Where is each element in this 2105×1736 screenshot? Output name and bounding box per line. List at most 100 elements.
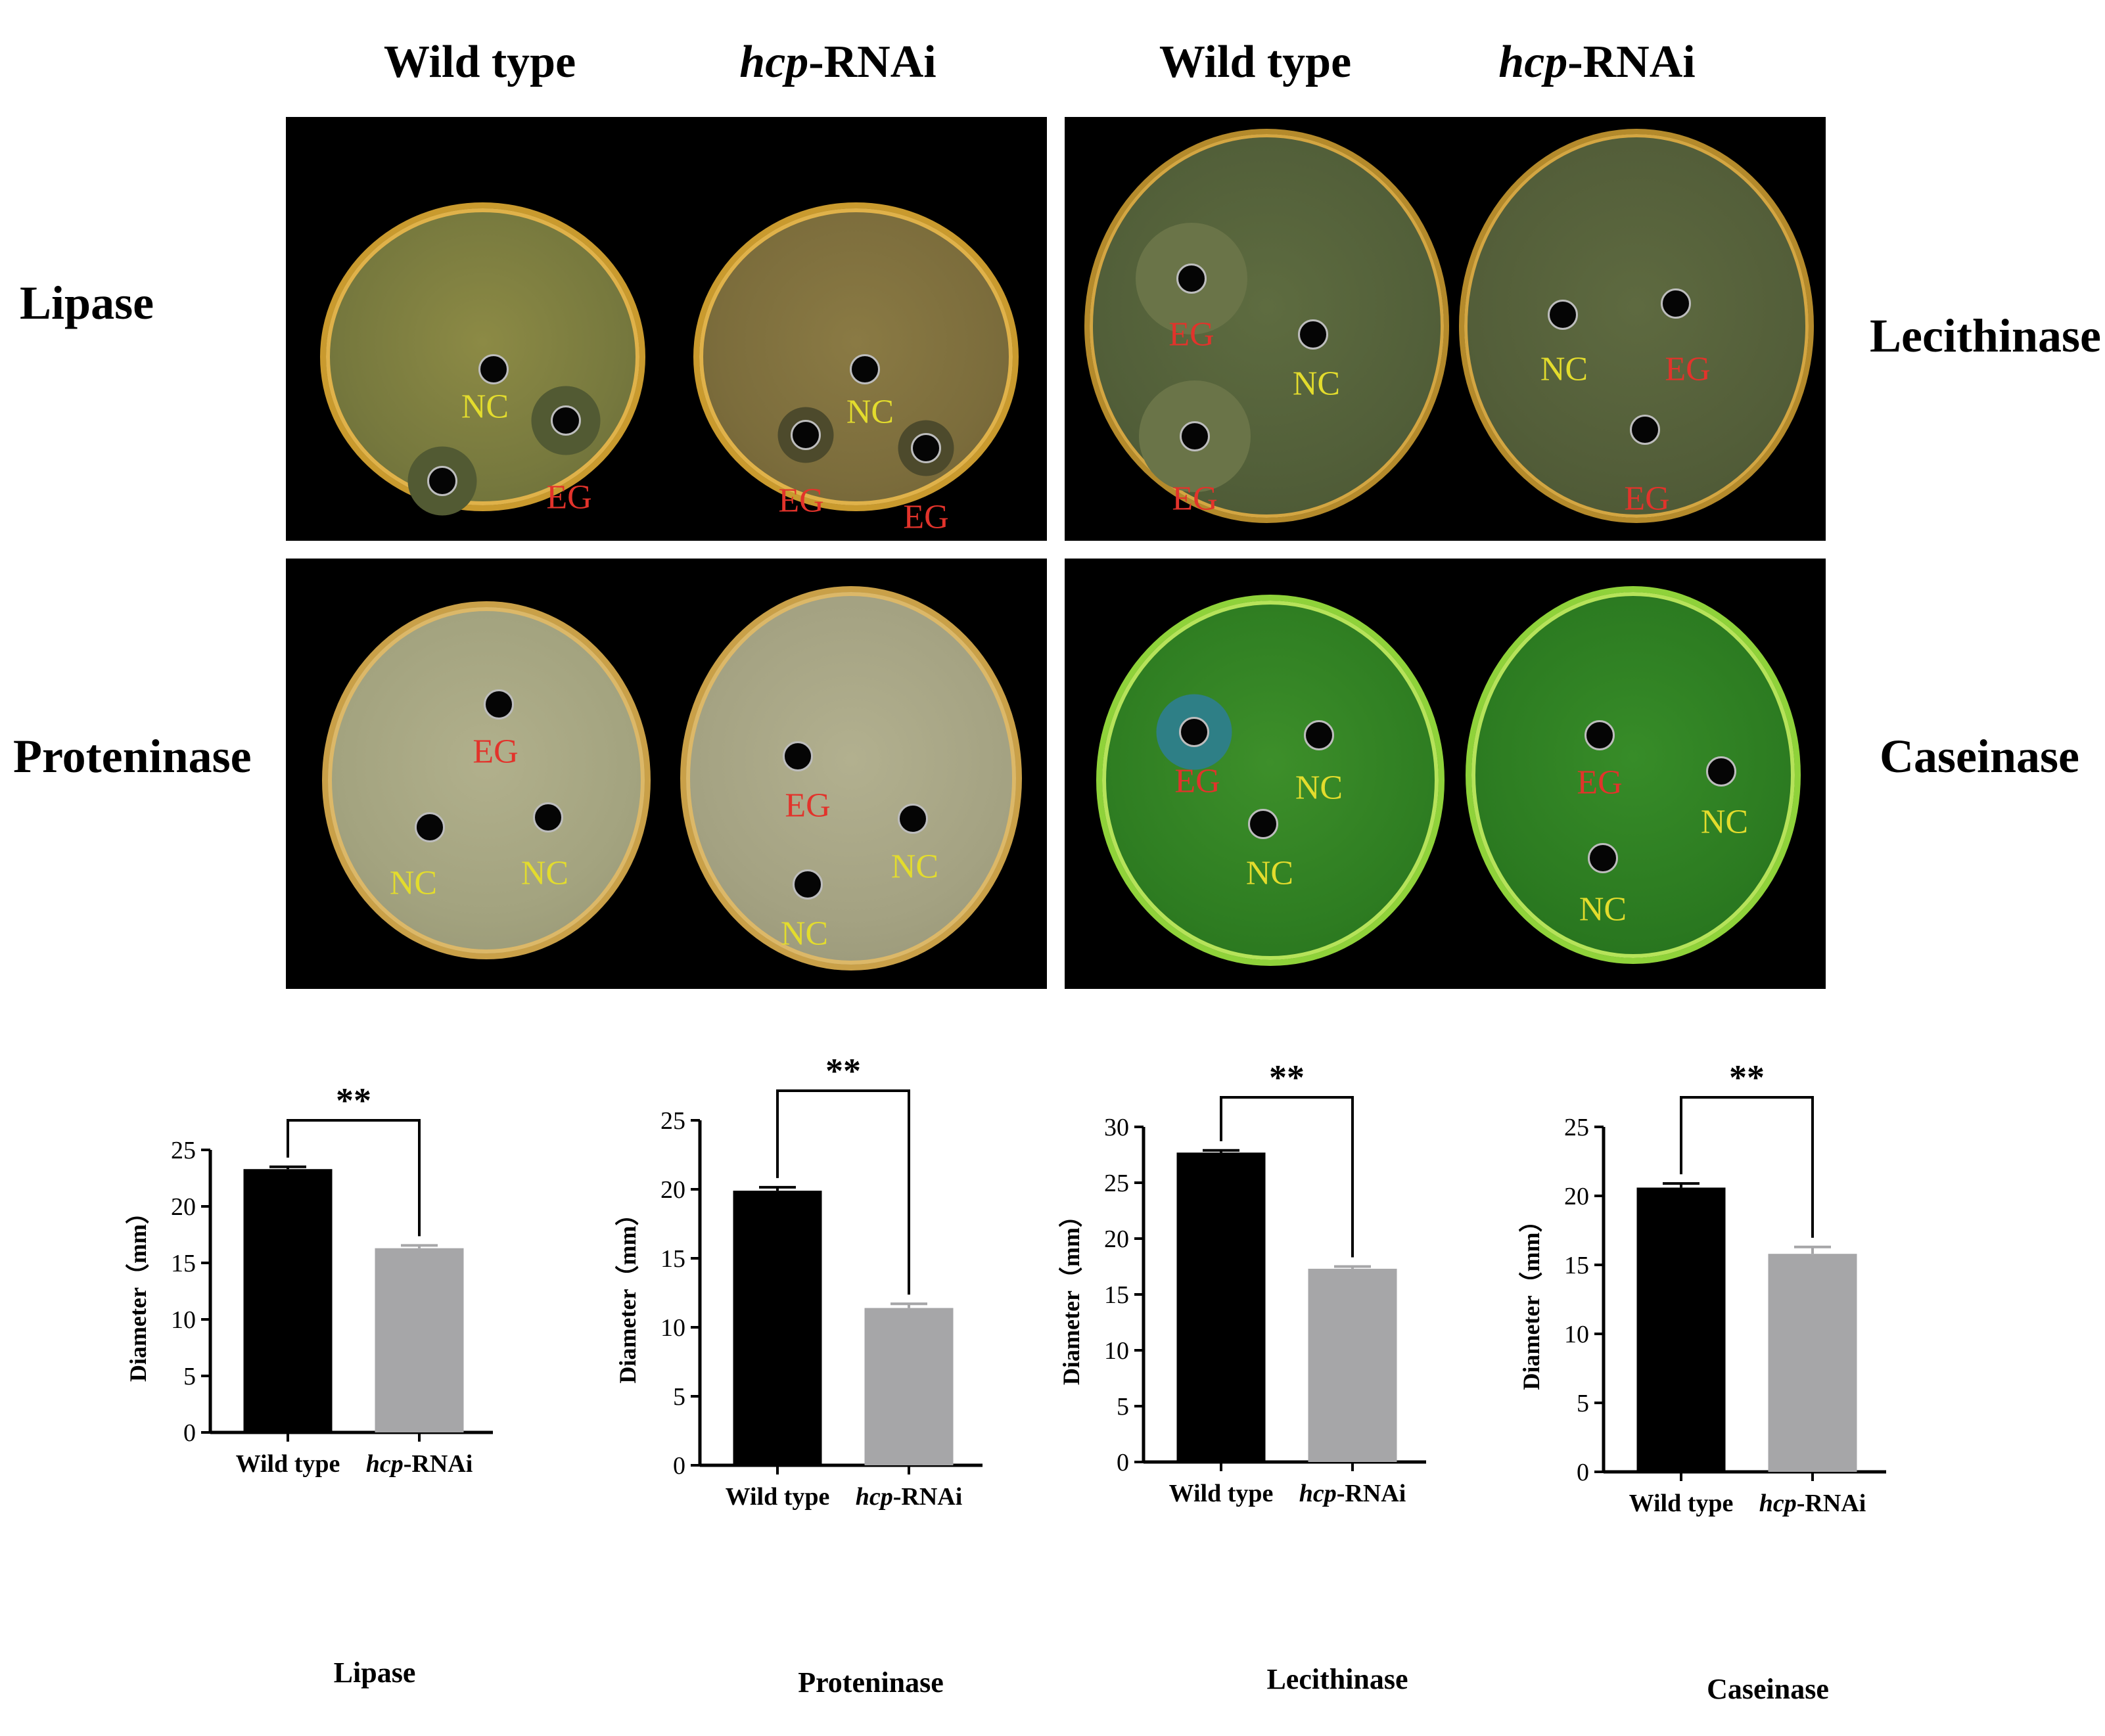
- y-tick-label: 10: [1104, 1337, 1129, 1365]
- dish-lipase-hcp-rnai: NC EG EG: [693, 202, 1019, 536]
- plate-label-eg: EG: [546, 478, 592, 516]
- row-label-caseinase: Caseinase: [1880, 730, 2079, 783]
- dish-lecithinase-wild-type: EG NC EG: [1084, 129, 1449, 523]
- plate-label-nc: NC: [389, 864, 438, 902]
- y-tick-label: 0: [1117, 1449, 1129, 1476]
- x-tick-label: Wild type: [1169, 1480, 1274, 1507]
- y-tick-label: 10: [171, 1306, 196, 1334]
- chart-title-proteninase: Proteninase: [798, 1666, 944, 1699]
- plate-label-eg: EG: [473, 733, 519, 771]
- plate-label-eg: EG: [903, 498, 949, 536]
- significance-bracket: [1220, 1096, 1354, 1258]
- y-tick-label: 0: [673, 1452, 685, 1480]
- chart-title-lecithinase: Lecithinase: [1266, 1663, 1408, 1695]
- dish-lecithinase-hcp-rnai: NC EG EG: [1459, 129, 1814, 523]
- dish-caseinase-hcp-rnai: EG NC NC: [1466, 586, 1801, 964]
- plate-label-eg: EG: [1665, 350, 1711, 388]
- bar: [243, 1169, 333, 1432]
- significance-bracket: [776, 1089, 910, 1295]
- plate-panel-lipase: NC EG EG NC EG EG: [286, 117, 1047, 541]
- x-tick-label: Wild type: [726, 1483, 830, 1511]
- row-label-proteninase: Proteninase: [13, 730, 252, 783]
- row-label-lecithinase: Lecithinase: [1870, 309, 2101, 362]
- bar: [1768, 1254, 1857, 1472]
- significance-label: **: [336, 1081, 371, 1120]
- y-tick-label: 30: [1104, 1114, 1129, 1141]
- y-tick-label: 15: [171, 1250, 196, 1277]
- x-tick-label: hcp-RNAi: [1299, 1480, 1406, 1507]
- plate-label-nc: NC: [1295, 769, 1343, 807]
- y-tick-label: 25: [171, 1137, 196, 1164]
- x-tick-label: hcp-RNAi: [856, 1483, 963, 1511]
- y-axis-label: Diameter（mm）: [1058, 1204, 1084, 1385]
- plate-label-eg: EG: [1577, 764, 1623, 802]
- bar-chart-proteninase: 0 5 10 15 20 25 Diameter（mm） Wild type hcp-RNAi *…: [595, 1051, 1029, 1511]
- plate-label-nc: NC: [1700, 803, 1749, 841]
- bar-chart-lecithinase: 0 5 10 15 20 25 30 Diameter（mm） Wild type hcp-RNA…: [1038, 1058, 1472, 1507]
- bar: [1308, 1268, 1397, 1462]
- bar-chart-lecithinase-svg: 0 5 10 15 20 25 30 Diameter（mm） Wild type hcp-RNA…: [1058, 1058, 1426, 1507]
- bar-chart-caseinase: 0 5 10 15 20 25 Diameter（mm） Wild type hcp-RNAi *…: [1498, 1058, 1932, 1517]
- significance-label: **: [1269, 1058, 1305, 1097]
- plate-label-eg: EG: [1624, 480, 1670, 518]
- y-tick-label: 15: [660, 1245, 685, 1273]
- chart-title-lipase: Lipase: [333, 1656, 416, 1689]
- y-tick-label: 15: [1104, 1281, 1129, 1309]
- bar: [864, 1308, 954, 1465]
- x-tick-label: Wild type: [1629, 1490, 1734, 1517]
- dish-proteninase-wild-type: EG NC NC: [322, 601, 651, 959]
- y-tick-label: 25: [1564, 1114, 1589, 1141]
- column-header-wild-type-2: Wild type: [1159, 37, 1352, 87]
- y-tick-label: 5: [183, 1363, 196, 1390]
- dish-caseinase-wild-type: EG NC NC: [1096, 595, 1445, 966]
- plate-label-eg: EG: [442, 539, 488, 541]
- y-tick-label: 25: [660, 1107, 685, 1135]
- plate-panel-lecithinase: EG NC EG NC EG EG: [1065, 117, 1826, 541]
- column-header-hcp-rnai-1: hcp-RNAi: [739, 37, 937, 87]
- x-tick-label: hcp-RNAi: [1759, 1490, 1866, 1517]
- plate-panel-proteninase: EG NC NC EG NC NC: [286, 559, 1047, 989]
- significance-label: **: [1729, 1058, 1765, 1097]
- y-tick-label: 20: [660, 1176, 685, 1204]
- bar: [733, 1191, 822, 1465]
- y-tick-label: 0: [1577, 1459, 1589, 1486]
- chart-title-caseinase: Caseinase: [1707, 1673, 1829, 1705]
- bar: [375, 1248, 464, 1432]
- y-axis-label: Diameter（mm）: [614, 1202, 641, 1384]
- significance-label: **: [825, 1051, 861, 1091]
- bar-chart-proteninase-svg: 0 5 10 15 20 25 Diameter（mm） Wild type hcp-RNAi *…: [614, 1051, 983, 1511]
- y-axis-label: Diameter（mm）: [125, 1200, 151, 1382]
- y-tick-label: 0: [183, 1419, 196, 1447]
- plate-label-eg: EG: [1174, 762, 1220, 800]
- y-tick-label: 15: [1564, 1252, 1589, 1279]
- y-tick-label: 5: [673, 1383, 685, 1411]
- y-tick-label: 25: [1104, 1170, 1129, 1197]
- y-tick-label: 5: [1117, 1393, 1129, 1421]
- y-tick-label: 5: [1577, 1390, 1589, 1417]
- plate-label-eg: EG: [785, 787, 831, 825]
- plate-label-nc: NC: [461, 388, 509, 426]
- plate-label-nc: NC: [1579, 890, 1627, 928]
- plate-label-eg: EG: [1168, 315, 1214, 354]
- plate-label-nc: NC: [891, 848, 939, 886]
- y-tick-label: 10: [1564, 1321, 1589, 1348]
- y-tick-label: 20: [1104, 1225, 1129, 1253]
- plate-label-nc: NC: [520, 854, 569, 892]
- plate-label-eg: EG: [778, 482, 824, 520]
- plate-label-nc: NC: [1292, 365, 1341, 403]
- y-tick-label: 20: [171, 1193, 196, 1221]
- bar-chart-caseinase-svg: 0 5 10 15 20 25 Diameter（mm） Wild type hcp-RNAi *…: [1518, 1058, 1886, 1517]
- dish-lipase-wild-type: NC EG EG: [320, 202, 645, 541]
- row-label-lipase: Lipase: [20, 277, 154, 329]
- y-tick-label: 10: [660, 1314, 685, 1342]
- plate-label-nc: NC: [1245, 854, 1294, 892]
- plate-label-nc: NC: [780, 915, 829, 953]
- bar-chart-lipase-svg: 0 5 10 15 20 25 Diameter（mm） Wild type hcp-RNAi *…: [125, 1081, 493, 1478]
- bar: [1636, 1187, 1726, 1472]
- plate-label-nc: NC: [1540, 350, 1588, 388]
- dish-proteninase-hcp-rnai: EG NC NC: [680, 586, 1022, 971]
- column-header-wild-type-1: Wild type: [383, 37, 576, 87]
- column-header-hcp-rnai-2: hcp-RNAi: [1498, 37, 1696, 87]
- y-axis-label: Diameter（mm）: [1518, 1209, 1544, 1390]
- significance-bracket: [1680, 1096, 1814, 1238]
